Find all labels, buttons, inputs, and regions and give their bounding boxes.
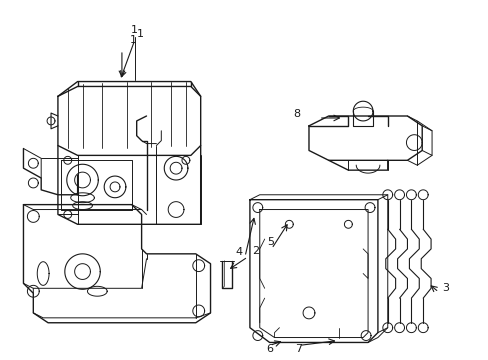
Text: 6: 6 <box>265 345 272 354</box>
Text: 4: 4 <box>235 247 243 257</box>
Text: 1: 1 <box>131 25 138 35</box>
Text: 2: 2 <box>251 246 259 256</box>
Text: 3: 3 <box>441 283 448 293</box>
Text: 1: 1 <box>129 35 137 45</box>
Text: 5: 5 <box>267 237 274 247</box>
Text: 8: 8 <box>293 109 300 119</box>
Text: 1: 1 <box>137 29 143 39</box>
Text: 7: 7 <box>295 345 302 354</box>
